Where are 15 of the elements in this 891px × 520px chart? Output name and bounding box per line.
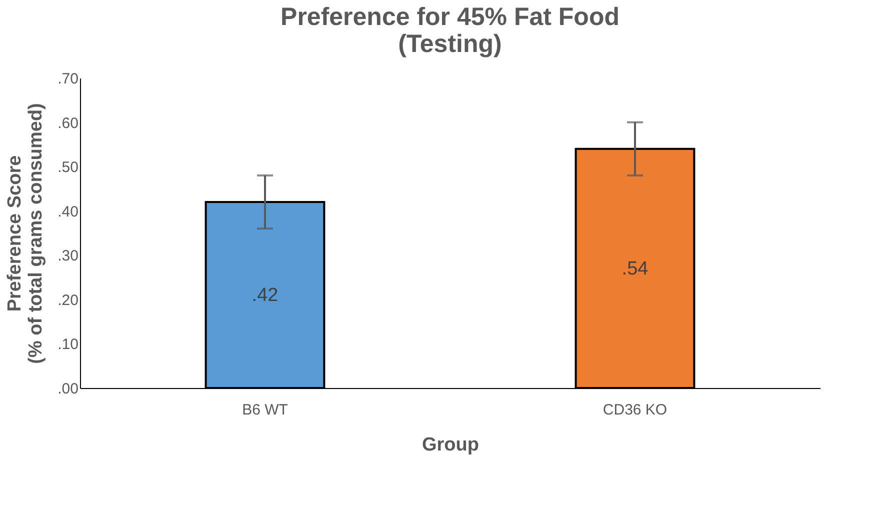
y-tick-label: .40	[58, 203, 78, 220]
y-tick-label: .00	[58, 380, 78, 398]
data-label: .42	[252, 285, 278, 306]
x-axis-title: Group	[422, 434, 479, 456]
data-label: .54	[622, 258, 649, 280]
y-tick-label: .70	[58, 70, 78, 88]
y-tick-label: .30	[58, 248, 78, 265]
y-tick-label: .20	[58, 292, 78, 309]
x-tick-label: CD36 KO	[602, 402, 668, 418]
y-tick-label: .10	[58, 336, 78, 354]
chart-title: Preference for 45% Fat Food (Testing)	[280, 3, 620, 58]
x-tick-label: B6 WT	[242, 402, 288, 418]
y-tick-label: .60	[58, 114, 78, 132]
y-axis-title: Preference Score (% of total grams consumed)	[4, 103, 47, 364]
y-tick-label: .50	[58, 159, 78, 176]
